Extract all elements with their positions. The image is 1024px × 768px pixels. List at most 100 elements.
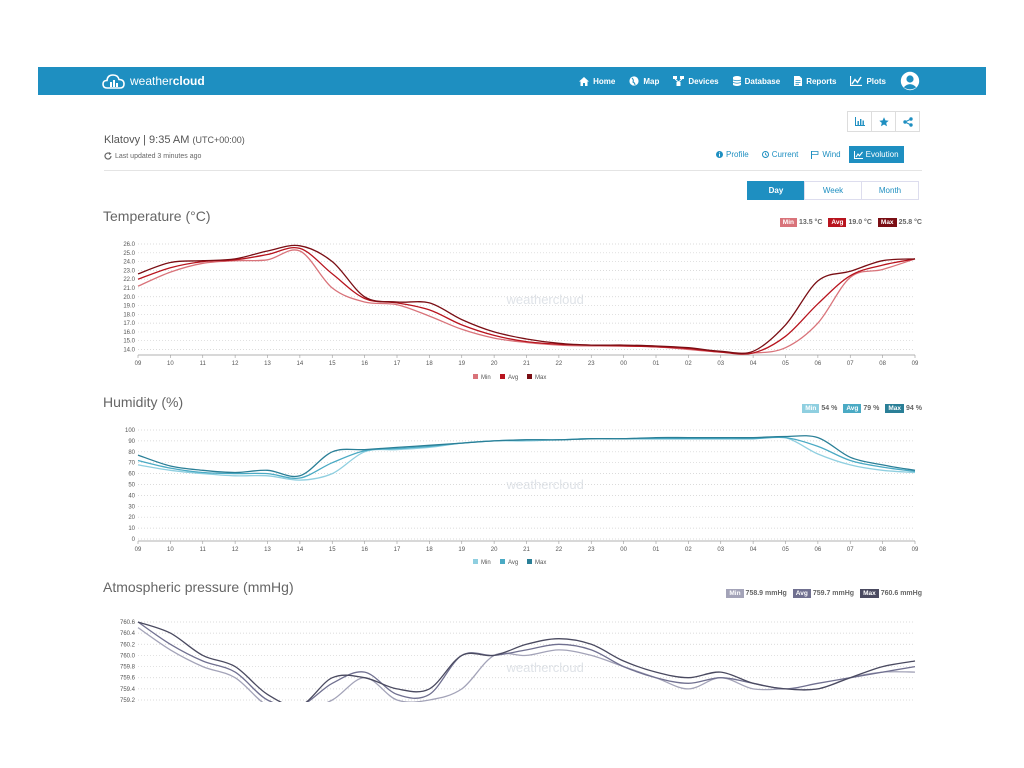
- pressure-min-badge: Min: [726, 589, 744, 598]
- x-tick-label: 05: [782, 547, 789, 553]
- humidity-avg-value: 79 %: [863, 405, 880, 412]
- legend-label[interactable]: Min: [481, 560, 491, 566]
- y-tick-label: 0: [132, 537, 136, 543]
- nav-database[interactable]: Database: [732, 76, 780, 86]
- x-tick-label: 15: [329, 547, 336, 553]
- x-tick-label: 11: [200, 547, 207, 553]
- x-tick-label: 09: [135, 361, 142, 367]
- x-tick-label: 19: [458, 547, 465, 553]
- stats-button[interactable]: [847, 111, 872, 132]
- legend-label[interactable]: Avg: [508, 375, 518, 381]
- tab-current[interactable]: Current: [757, 146, 804, 163]
- x-tick-label: 20: [491, 547, 498, 553]
- humidity-min-badge: Min: [802, 404, 820, 413]
- flag-icon: [811, 150, 819, 159]
- nav-plots-label: Plots: [866, 76, 886, 86]
- logo-text-light: weather: [130, 74, 173, 88]
- y-tick-label: 22.0: [123, 277, 135, 283]
- x-tick-label: 12: [232, 547, 239, 553]
- nav-home-label: Home: [593, 76, 616, 86]
- temperature-title: Temperature (°C): [103, 208, 211, 224]
- nav-home[interactable]: Home: [579, 76, 616, 86]
- period-week[interactable]: Week: [804, 181, 862, 200]
- x-tick-label: 16: [361, 547, 368, 553]
- nav-map[interactable]: Map: [629, 76, 659, 86]
- y-tick-label: 14.0: [123, 348, 135, 354]
- y-tick-label: 60: [128, 472, 135, 478]
- x-tick-label: 03: [717, 361, 724, 367]
- y-tick-label: 760.0: [120, 653, 136, 659]
- y-tick-label: 40: [128, 493, 135, 499]
- nav-reports[interactable]: Reports: [794, 76, 836, 86]
- x-tick-label: 07: [847, 361, 854, 367]
- user-avatar-icon[interactable]: [900, 71, 920, 91]
- x-tick-label: 02: [685, 361, 692, 367]
- legend-label[interactable]: Max: [535, 375, 546, 381]
- x-tick-label: 15: [329, 361, 336, 367]
- y-tick-label: 100: [125, 428, 136, 434]
- station-actions: [847, 111, 920, 132]
- x-tick-label: 14: [297, 361, 304, 367]
- station-name-time: Klatovy | 9:35 AM: [104, 134, 190, 146]
- pressure-avg-badge: Avg: [792, 589, 811, 598]
- line-chart-icon: [853, 150, 863, 159]
- temperature-avg-badge: Avg: [828, 218, 847, 227]
- x-tick-label: 09: [135, 547, 142, 553]
- y-tick-label: 760.2: [120, 642, 136, 648]
- series-line-max: [137, 621, 916, 702]
- star-icon: [878, 116, 889, 126]
- x-tick-label: 16: [361, 361, 368, 367]
- y-tick-label: 16.0: [123, 330, 135, 336]
- x-tick-label: 13: [264, 547, 271, 553]
- tab-evolution[interactable]: Evolution: [848, 146, 904, 163]
- humidity-max-value: 94 %: [906, 405, 922, 412]
- nav-devices[interactable]: Devices: [673, 76, 719, 86]
- x-tick-label: 01: [653, 547, 660, 553]
- legend-label[interactable]: Min: [481, 375, 491, 381]
- period-tabs: Day Week Month: [747, 181, 919, 200]
- y-tick-label: 759.2: [120, 698, 136, 702]
- top-navbar: weathercloud Home Map Devices Database R…: [38, 67, 986, 95]
- header-divider: [104, 170, 922, 171]
- period-day[interactable]: Day: [747, 181, 805, 200]
- weathercloud-logo[interactable]: weathercloud: [102, 71, 205, 91]
- pressure-chart: weathercloud 760.6 760.4 760.2 760.0 759.8 759…: [120, 620, 916, 702]
- temperature-max-badge: Max: [877, 218, 897, 227]
- tab-evolution-label: Evolution: [865, 150, 899, 159]
- pressure-title: Atmospheric pressure (mmHg): [103, 579, 294, 595]
- legend-label[interactable]: Avg: [508, 560, 518, 566]
- legend-label[interactable]: Max: [535, 560, 546, 566]
- tab-wind[interactable]: Wind: [806, 146, 845, 163]
- x-tick-label: 00: [620, 547, 627, 553]
- share-button[interactable]: [895, 111, 920, 132]
- x-tick-label: 21: [523, 361, 530, 367]
- humidity-title: Humidity (%): [103, 394, 184, 410]
- tab-profile[interactable]: Profile: [711, 146, 754, 163]
- x-tick-label: 06: [815, 547, 822, 553]
- x-tick-label: 22: [556, 547, 563, 553]
- x-tick-label: 04: [750, 547, 757, 553]
- x-tick-label: 03: [717, 547, 724, 553]
- pressure-min-value: 758.9 mmHg: [745, 590, 787, 597]
- x-tick-label: 09: [912, 547, 919, 553]
- temperature-chart: weathercloud 26.0 25.0 24.0 23.0 22.0 21.0 20.0…: [123, 242, 919, 381]
- favorite-button[interactable]: [871, 111, 896, 132]
- pressure-max-badge: Max: [860, 589, 879, 598]
- x-tick-label: 11: [200, 361, 207, 367]
- watermark-text: weathercloud: [506, 660, 584, 675]
- legend-swatch: [473, 374, 478, 379]
- temperature-min-value: 13.5 °C: [798, 219, 823, 226]
- y-tick-label: 26.0: [123, 242, 135, 248]
- x-tick-label: 12: [232, 361, 239, 367]
- period-month[interactable]: Month: [861, 181, 919, 200]
- nav-plots[interactable]: Plots: [850, 76, 886, 86]
- y-tick-label: 760.4: [120, 631, 136, 637]
- devices-icon: [673, 76, 685, 86]
- humidity-stats: Min 54 % Avg 79 % Max 94 %: [796, 404, 922, 413]
- y-tick-label: 17.0: [123, 321, 135, 327]
- x-tick-label: 07: [847, 547, 854, 553]
- legend-swatch: [500, 559, 505, 564]
- x-tick-label: 14: [297, 547, 304, 553]
- legend-swatch: [527, 374, 532, 379]
- legend-swatch: [527, 559, 532, 564]
